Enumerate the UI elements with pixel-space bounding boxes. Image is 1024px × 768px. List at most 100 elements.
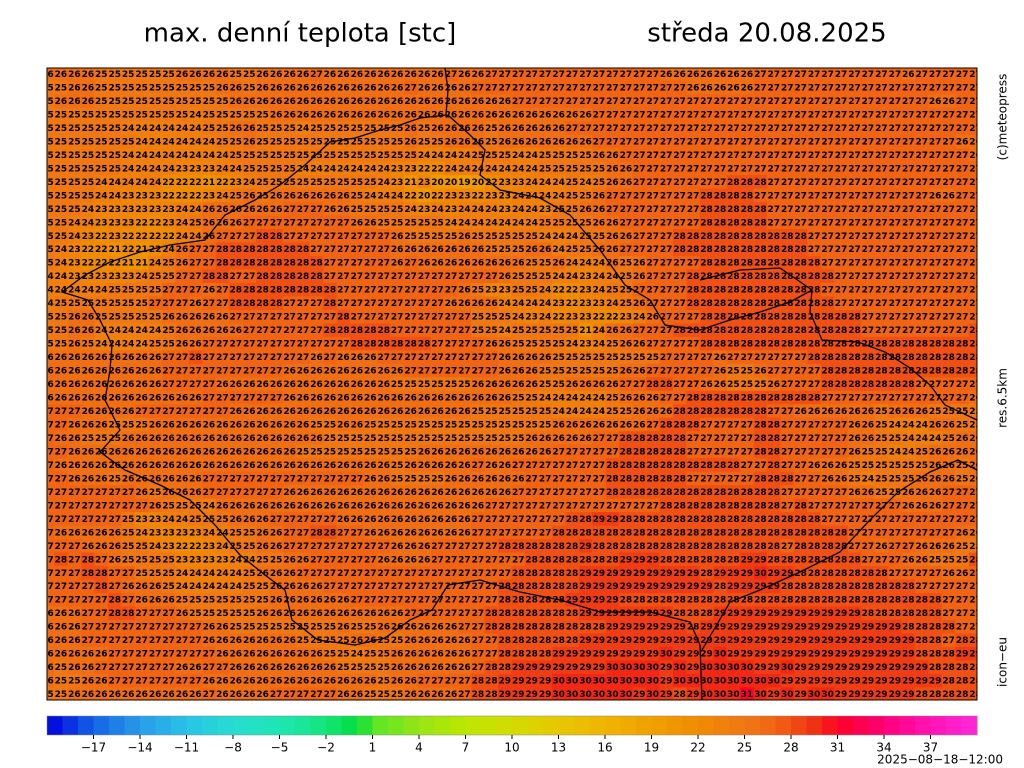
cell-value: 26	[929, 447, 942, 457]
cell-value: 28	[270, 286, 283, 296]
cell-bg	[915, 68, 929, 82]
cell-bg	[390, 80, 405, 95]
cell-bg	[740, 80, 755, 95]
cell-value: 27	[781, 97, 794, 107]
cell-bg	[161, 94, 176, 109]
cell-bg	[740, 94, 755, 109]
cell-value: 26	[472, 380, 485, 390]
cell-bg	[941, 80, 956, 95]
cell-value: 26	[310, 434, 323, 444]
cell-value: 25	[162, 70, 175, 80]
cell-value: 27	[646, 205, 659, 215]
cell-value: 27	[929, 259, 942, 269]
cell-value: 21	[108, 245, 121, 255]
cell-value: 25	[377, 137, 390, 147]
cell-bg	[861, 68, 876, 82]
cell-value: 27	[741, 353, 754, 363]
cell-value: 26	[579, 434, 592, 444]
cell-value: 27	[889, 528, 902, 538]
cell-value: 27	[256, 326, 269, 336]
cell-bg	[484, 68, 499, 82]
cell-value: 27	[821, 447, 834, 457]
cell-value: 27	[620, 501, 633, 511]
cell-value: 25	[499, 245, 512, 255]
cell-value: 22	[176, 178, 189, 188]
cell-value: 27	[230, 340, 243, 350]
cell-value: 28	[889, 380, 902, 390]
cell-bg	[901, 94, 916, 109]
cell-bg	[188, 80, 203, 95]
cell-value: 28	[633, 461, 646, 471]
cell-value: 26	[404, 501, 417, 511]
cell-value: 25	[297, 447, 310, 457]
cell-bg	[229, 107, 244, 122]
cell-value: 24	[566, 340, 579, 350]
cell-value: 28	[821, 326, 834, 336]
cell-value: 28	[768, 245, 781, 255]
cell-value: 26	[969, 447, 982, 457]
cell-value: 25	[364, 434, 377, 444]
cell-value: 28	[687, 272, 700, 282]
cell-value: 26	[485, 380, 498, 390]
cell-value: 27	[835, 205, 848, 215]
cell-value: 27	[875, 205, 888, 215]
cell-value: 26	[324, 70, 337, 80]
cell-value: 27	[539, 97, 552, 107]
cell-value: 27	[808, 137, 821, 147]
cell-value: 26	[377, 97, 390, 107]
cell-value: 26	[525, 434, 538, 444]
cell-value: 26	[902, 70, 915, 80]
cell-value: 27	[566, 83, 579, 93]
cell-value: 24	[95, 340, 108, 350]
cell-value: 25	[55, 164, 68, 174]
cell-value: 25	[256, 137, 269, 147]
cell-value: 26	[902, 501, 915, 511]
cell-value: 25	[270, 164, 283, 174]
cell-value: 26	[256, 83, 269, 93]
cell-value: 28	[741, 272, 754, 282]
cell-value: 23	[135, 515, 148, 525]
cell-value: 27	[848, 232, 861, 242]
cell-value: 26	[862, 434, 875, 444]
cell-value: 27	[377, 272, 390, 282]
cell-value: 27	[700, 353, 713, 363]
cell-value: 27	[646, 326, 659, 336]
cell-value: 27	[942, 394, 955, 404]
cell-value: 27	[256, 488, 269, 498]
cell-value: 22	[606, 313, 619, 323]
cell-value: 27	[848, 259, 861, 269]
cell-value: 23	[418, 178, 431, 188]
cell-value: 27	[915, 164, 928, 174]
cell-value: 25	[108, 70, 121, 80]
cell-value: 28	[794, 394, 807, 404]
cell-value: 27	[579, 474, 592, 484]
cell-value: 26	[68, 394, 81, 404]
cell-value: 28	[700, 191, 713, 201]
cell-value: 27	[727, 164, 740, 174]
cell-value: 27	[741, 151, 754, 161]
cell-value: 26	[593, 151, 606, 161]
cell-value: 25	[512, 394, 525, 404]
cell-value: 26	[620, 178, 633, 188]
cell-bg	[350, 68, 365, 82]
cell-value: 27	[727, 124, 740, 134]
cell-value: 26	[270, 83, 283, 93]
cell-value: 27	[297, 326, 310, 336]
cell-bg	[67, 107, 82, 122]
cell-bg	[699, 80, 714, 95]
cell-value: 28	[727, 461, 740, 471]
cell-value: 27	[915, 286, 928, 296]
cell-value: 27	[768, 367, 781, 377]
cell-bg	[592, 80, 607, 95]
cell-bg	[282, 68, 297, 82]
cell-value: 27	[821, 151, 834, 161]
cell-bg	[847, 80, 862, 95]
cell-bg	[740, 107, 755, 122]
cell-value: 25	[875, 434, 888, 444]
cell-bg	[377, 80, 391, 95]
cell-value: 25	[525, 286, 538, 296]
cell-value: 26	[189, 326, 202, 336]
cell-value: 27	[889, 164, 902, 174]
cell-value: 24	[566, 259, 579, 269]
cell-value: 25	[149, 272, 162, 282]
